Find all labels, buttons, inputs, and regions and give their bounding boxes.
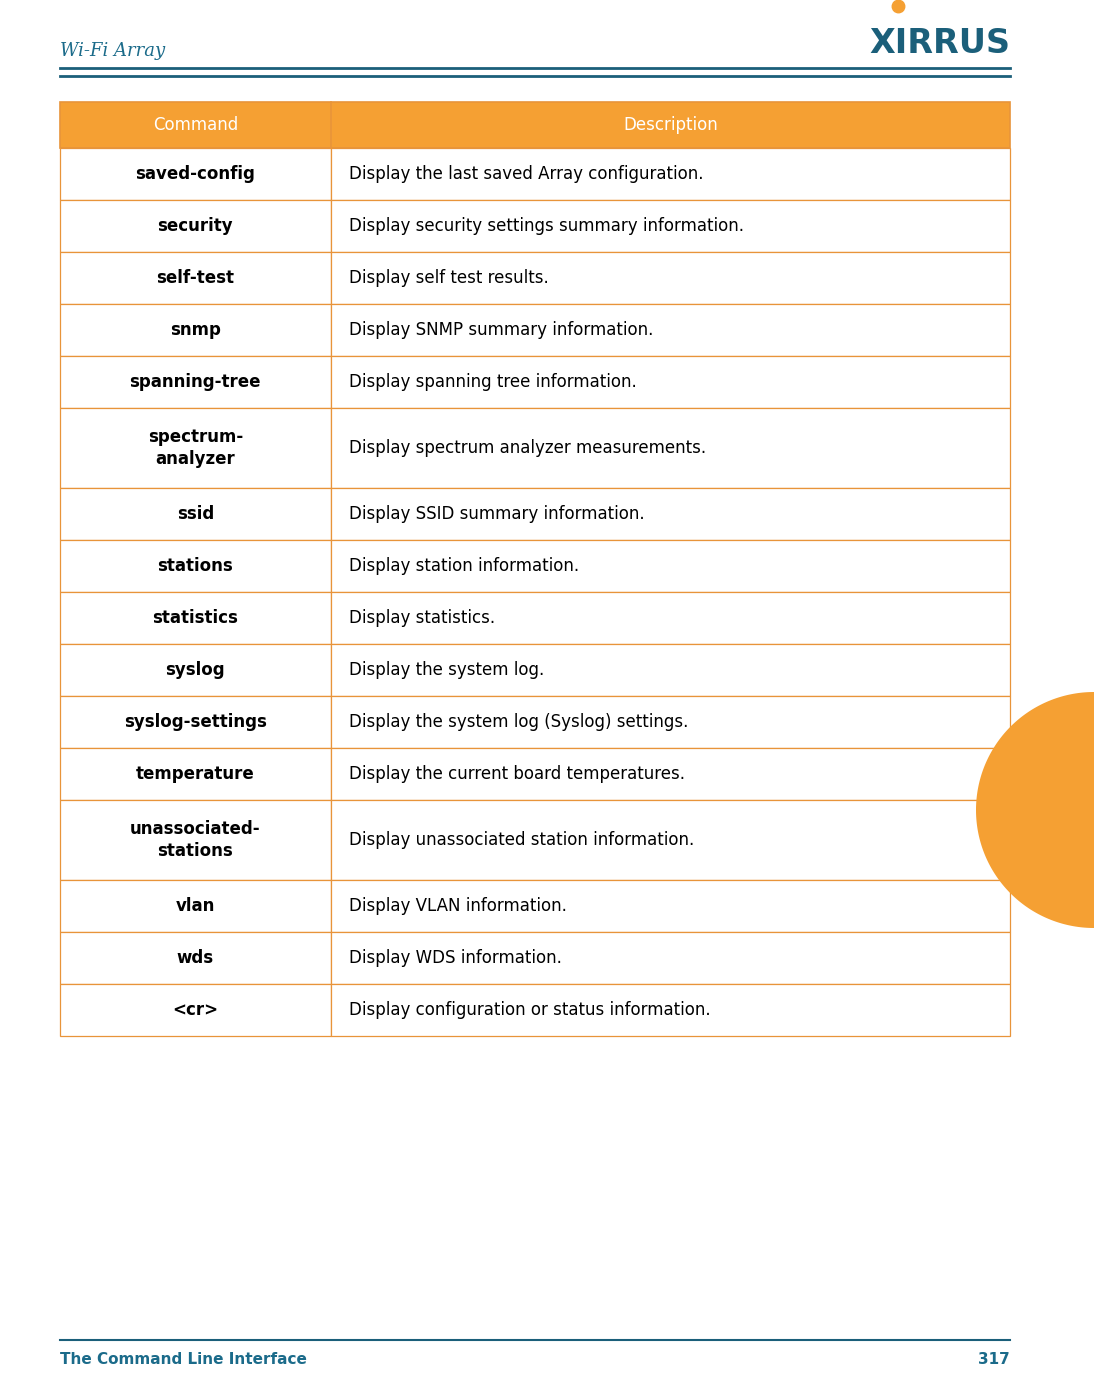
Text: Display WDS information.: Display WDS information.	[349, 949, 561, 967]
Bar	[330, 880, 1010, 932]
Bar	[60, 748, 330, 800]
Bar	[330, 932, 1010, 984]
Bar	[330, 800, 1010, 880]
Bar	[330, 644, 1010, 696]
Bar	[60, 932, 330, 984]
Text: 317: 317	[978, 1352, 1010, 1367]
Text: Display SNMP summary information.: Display SNMP summary information.	[349, 320, 653, 340]
Text: Display the last saved Array configuration.: Display the last saved Array configurati…	[349, 165, 703, 183]
Text: statistics: statistics	[152, 609, 238, 627]
Text: Display self test results.: Display self test results.	[349, 270, 548, 287]
Bar	[60, 696, 330, 748]
Bar	[330, 488, 1010, 540]
Bar	[330, 148, 1010, 199]
Bar	[60, 304, 330, 356]
Text: stations: stations	[158, 557, 233, 575]
Text: Display configuration or status information.: Display configuration or status informat…	[349, 1001, 710, 1019]
Text: syslog: syslog	[165, 661, 225, 679]
Text: Display station information.: Display station information.	[349, 557, 579, 575]
Bar	[60, 356, 330, 408]
Bar	[330, 748, 1010, 800]
Text: Description: Description	[622, 116, 718, 133]
Bar	[330, 696, 1010, 748]
Bar	[60, 593, 330, 644]
Text: syslog-settings: syslog-settings	[124, 714, 267, 732]
Bar	[60, 880, 330, 932]
Text: spanning-tree: spanning-tree	[129, 373, 261, 390]
Text: security: security	[158, 217, 233, 235]
Polygon shape	[976, 692, 1094, 928]
Text: Display unassociated station information.: Display unassociated station information…	[349, 830, 694, 848]
Text: Command: Command	[153, 116, 238, 133]
Bar	[330, 356, 1010, 408]
Bar	[330, 408, 1010, 488]
Text: XIRRUS: XIRRUS	[869, 28, 1010, 60]
Text: temperature: temperature	[136, 765, 255, 782]
Bar	[60, 102, 1010, 148]
Text: ssid: ssid	[177, 505, 214, 522]
Bar	[330, 304, 1010, 356]
Text: unassociated-
stations: unassociated- stations	[130, 820, 260, 861]
Text: snmp: snmp	[170, 320, 221, 340]
Text: Display VLAN information.: Display VLAN information.	[349, 896, 567, 914]
Bar	[60, 488, 330, 540]
Text: Wi-Fi Array: Wi-Fi Array	[60, 43, 165, 60]
Bar	[60, 644, 330, 696]
Text: Display spanning tree information.: Display spanning tree information.	[349, 373, 637, 390]
Text: spectrum-
analyzer: spectrum- analyzer	[148, 428, 243, 468]
Bar	[60, 199, 330, 252]
Text: wds: wds	[177, 949, 214, 967]
Text: The Command Line Interface: The Command Line Interface	[60, 1352, 307, 1367]
Text: saved-config: saved-config	[136, 165, 255, 183]
Text: <cr>: <cr>	[173, 1001, 219, 1019]
Bar	[60, 252, 330, 304]
Text: Display the system log (Syslog) settings.: Display the system log (Syslog) settings…	[349, 714, 688, 732]
Text: Display spectrum analyzer measurements.: Display spectrum analyzer measurements.	[349, 439, 706, 456]
Text: self-test: self-test	[156, 270, 234, 287]
Bar	[60, 984, 330, 1035]
Bar	[60, 800, 330, 880]
Text: vlan: vlan	[176, 896, 216, 914]
Bar	[330, 593, 1010, 644]
Bar	[330, 252, 1010, 304]
Bar	[60, 148, 330, 199]
Text: Display SSID summary information.: Display SSID summary information.	[349, 505, 644, 522]
Bar	[330, 984, 1010, 1035]
Bar	[60, 540, 330, 593]
Text: Display statistics.: Display statistics.	[349, 609, 494, 627]
Text: Display security settings summary information.: Display security settings summary inform…	[349, 217, 744, 235]
Text: Display the system log.: Display the system log.	[349, 661, 544, 679]
Bar	[330, 540, 1010, 593]
Bar	[60, 408, 330, 488]
Text: Display the current board temperatures.: Display the current board temperatures.	[349, 765, 685, 782]
Bar	[330, 199, 1010, 252]
